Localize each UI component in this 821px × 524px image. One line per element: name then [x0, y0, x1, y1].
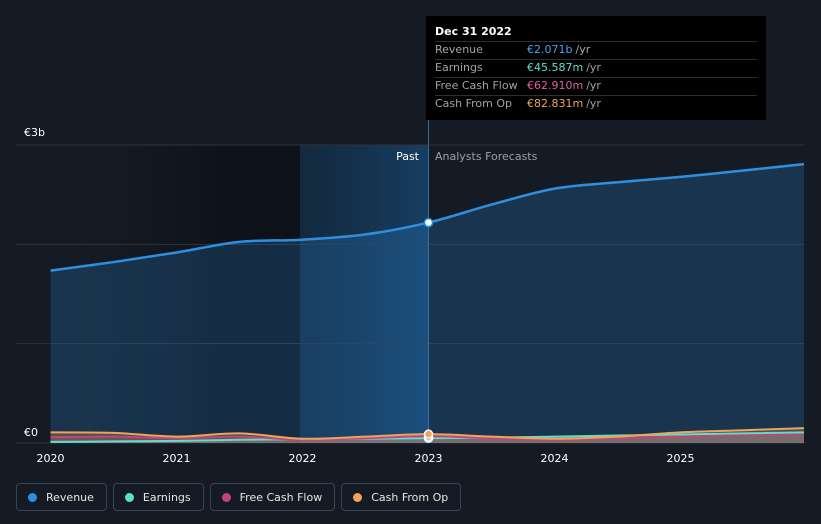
tooltip-value: €62.910m	[527, 79, 584, 92]
x-tick-label: 2021	[163, 452, 191, 465]
legend-label: Free Cash Flow	[239, 490, 323, 504]
legend-label: Cash From Op	[371, 490, 449, 504]
highlight-region	[300, 145, 429, 443]
legend-dot-icon	[124, 492, 134, 502]
tooltip-unit: /yr	[586, 61, 601, 74]
tooltip-label: Cash From Op	[435, 97, 513, 110]
tooltip-date: Dec 31 2022	[435, 25, 512, 38]
tooltip-unit: /yr	[586, 79, 601, 92]
tooltip-value: €2.071b	[527, 43, 573, 56]
tooltip-row-earnings: Earnings €45.587m /yr	[435, 59, 757, 77]
y-axis-top-label: €3b	[24, 126, 45, 139]
tooltip: Dec 31 2022 Revenue €2.071b /yr Earnings…	[426, 16, 766, 120]
tooltip-label: Free Cash Flow	[435, 79, 518, 92]
tooltip-value: €45.587m	[527, 61, 584, 74]
legend-item-free-cash-flow[interactable]: Free Cash Flow	[209, 483, 336, 511]
tooltip-label: Revenue	[435, 43, 483, 56]
tooltip-row-revenue: Revenue €2.071b /yr	[435, 41, 757, 59]
past-region-shade	[48, 145, 300, 443]
x-tick-label: 2023	[415, 452, 443, 465]
legend-item-cash-from-op[interactable]: Cash From Op	[341, 483, 462, 511]
legend-dot-icon	[353, 492, 363, 502]
legend-label: Revenue	[46, 490, 94, 504]
y-axis-bottom-label: €0	[24, 426, 38, 439]
tooltip-row-free-cash-flow: Free Cash Flow €62.910m /yr	[435, 77, 757, 95]
x-tick-label: 2020	[37, 452, 65, 465]
x-tick-label: 2024	[541, 452, 569, 465]
legend-item-earnings[interactable]: Earnings	[112, 483, 204, 511]
legend-item-revenue[interactable]: Revenue	[16, 483, 107, 511]
x-tick-label: 2025	[667, 452, 695, 465]
tooltip-label: Earnings	[435, 61, 483, 74]
legend: Revenue Earnings Free Cash Flow Cash Fro…	[16, 483, 462, 511]
past-label: Past	[396, 150, 420, 163]
x-tick-label: 2022	[289, 452, 317, 465]
revenue-marker	[423, 217, 434, 228]
legend-dot-icon	[28, 492, 37, 502]
tooltip-row-cash-from-op: Cash From Op €82.831m /yr	[435, 95, 757, 113]
legend-label: Earnings	[142, 490, 191, 504]
legend-dot-icon	[221, 492, 231, 502]
cash-from-op-marker	[423, 429, 434, 439]
tooltip-unit: /yr	[575, 43, 591, 56]
revenue-area	[50, 164, 804, 443]
tooltip-value: €82.831m	[527, 97, 584, 110]
tooltip-unit: /yr	[586, 97, 601, 110]
forecast-label: Analysts Forecasts	[435, 150, 538, 163]
